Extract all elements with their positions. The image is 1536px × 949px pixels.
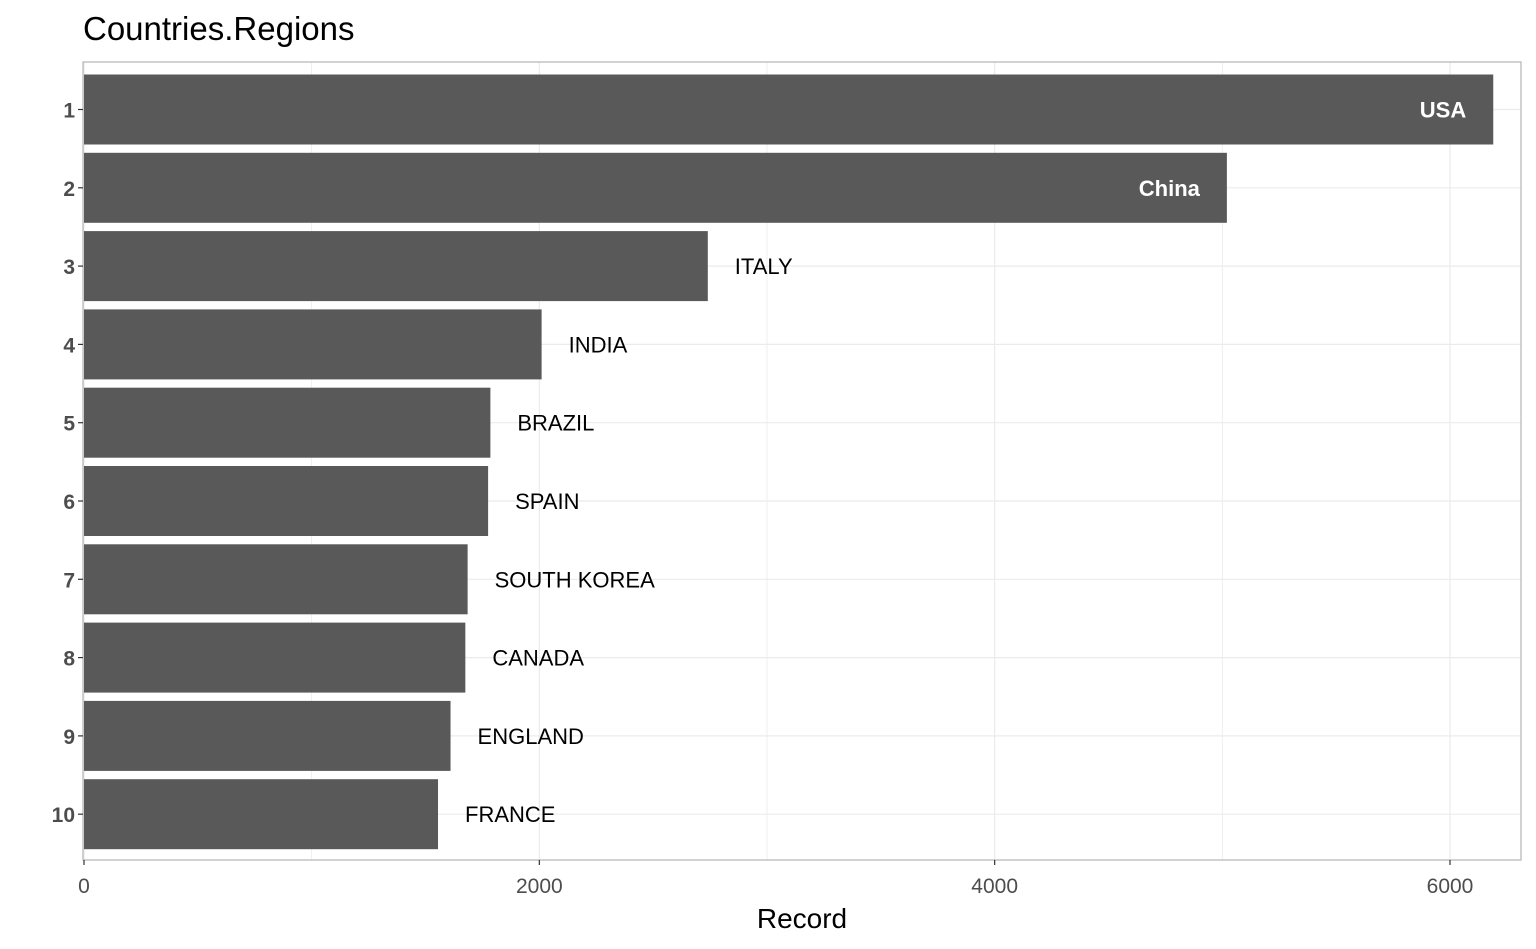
bar xyxy=(84,387,491,458)
y-tick-label: 10 xyxy=(52,804,75,827)
y-tick-label: 4 xyxy=(63,334,75,357)
bar xyxy=(84,544,468,615)
bar-label: USA xyxy=(1420,98,1467,123)
y-tick-label: 8 xyxy=(63,648,75,671)
bar-label: ENGLAND xyxy=(478,724,584,749)
x-tick-label: 6000 xyxy=(1427,875,1474,898)
y-tick-label: 5 xyxy=(63,413,75,436)
bar xyxy=(84,700,451,771)
x-tick-label: 0 xyxy=(78,875,90,898)
bar xyxy=(84,622,466,693)
y-axis-ticks: 1 2 3 4 5 6 7 8 9 10 xyxy=(52,100,83,827)
y-tick-label: 1 xyxy=(63,100,75,123)
bar xyxy=(84,231,708,302)
panel-border xyxy=(82,61,1522,861)
bar-label: China xyxy=(1139,176,1201,201)
chart-title: Countries.Regions xyxy=(83,10,354,47)
bar-label: SPAIN xyxy=(515,489,579,514)
bar-label: FRANCE xyxy=(465,802,555,827)
x-axis-title: Record xyxy=(757,903,847,934)
bar-label: SOUTH KOREA xyxy=(495,567,655,592)
x-tick-label: 2000 xyxy=(516,875,563,898)
bar-labels: USA China ITALY INDIA BRAZIL SPAIN SOUTH KOREA… xyxy=(465,98,1466,828)
bars xyxy=(84,74,1494,850)
bar xyxy=(84,466,489,536)
y-tick-label: 2 xyxy=(63,178,75,201)
bar-label: CANADA xyxy=(492,646,584,671)
bar xyxy=(84,309,542,380)
x-tick-label: 4000 xyxy=(971,875,1018,898)
y-tick-label: 9 xyxy=(63,726,75,749)
bar xyxy=(84,779,439,850)
bar-label: BRAZIL xyxy=(517,411,594,436)
bar-label: ITALY xyxy=(735,254,793,279)
bar xyxy=(84,152,1227,223)
y-tick-label: 6 xyxy=(63,491,75,514)
y-tick-label: 7 xyxy=(63,569,75,592)
bar-label: INDIA xyxy=(569,332,628,357)
bar xyxy=(84,74,1494,145)
y-tick-label: 3 xyxy=(63,256,75,279)
x-axis-ticks: 0 2000 4000 6000 xyxy=(78,860,1473,898)
